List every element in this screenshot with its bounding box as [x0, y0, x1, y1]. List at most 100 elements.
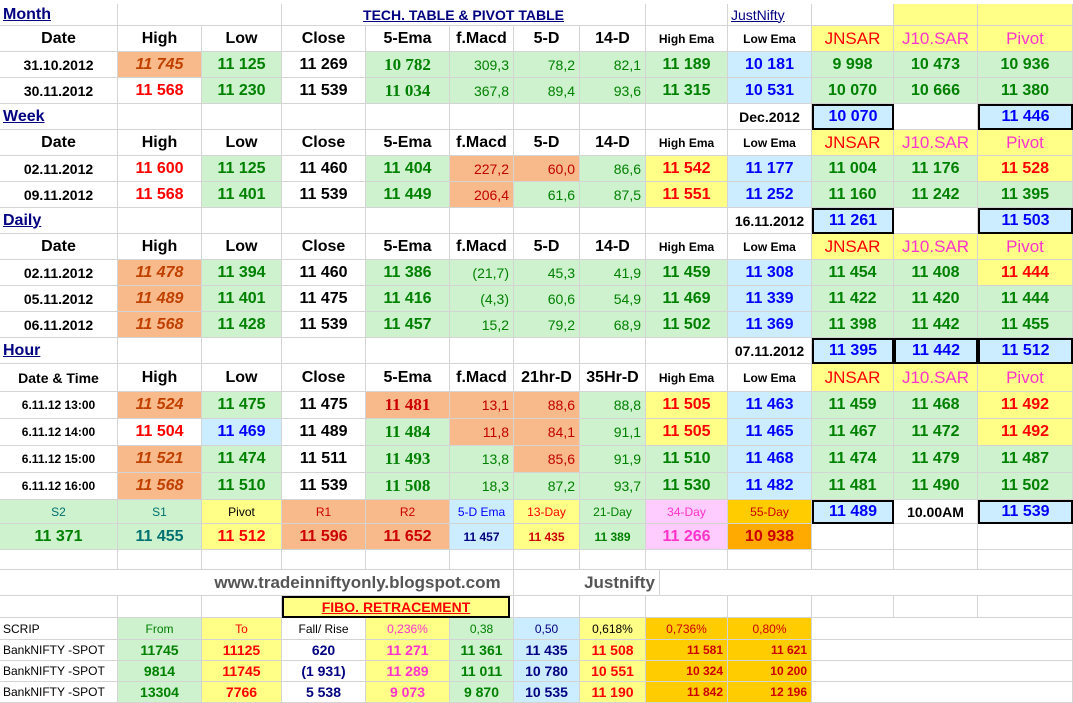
hour-row-1-col-10: 11 467 — [812, 419, 894, 446]
hour-row-0-col-10: 11 459 — [812, 392, 894, 419]
hour-row-2-col-5: 13,8 — [450, 446, 514, 473]
empty — [118, 4, 282, 26]
hour-header-high-ema: High Ema — [646, 364, 728, 392]
fibo-row-2-col-3: 5 538 — [282, 682, 366, 703]
daily-header-low: Low — [202, 234, 282, 260]
week-header-j10-sar: J10.SAR — [894, 130, 978, 156]
fibo-row-2-col-9: 12 196 — [728, 682, 812, 703]
week-row-1-col-4: 11 449 — [366, 182, 450, 208]
week-row-1-col-0: 09.11.2012 — [0, 182, 118, 208]
hour-row-1-col-11: 11 472 — [894, 419, 978, 446]
fibo-row-1-col-6: 10 780 — [514, 661, 580, 682]
week-row-0-col-1: 11 600 — [118, 156, 202, 182]
daily-header-high-ema: High Ema — [646, 234, 728, 260]
hour-row-3-col-10: 11 481 — [812, 473, 894, 500]
hour-header-5-ema: 5-Ema — [366, 364, 450, 392]
month-row-0-col-6: 78,2 — [514, 52, 580, 78]
hour-header-low-ema: Low Ema — [728, 364, 812, 392]
week-header-date: Date — [0, 130, 118, 156]
daily-header-f-macd: f.Macd — [450, 234, 514, 260]
empty — [646, 550, 728, 570]
empty — [978, 524, 1073, 550]
month-header-high: High — [118, 26, 202, 52]
hour-row-3-col-0: 6.11.12 16:00 — [0, 473, 118, 500]
empty — [0, 550, 118, 570]
week-row-1-col-11: 11 242 — [894, 182, 978, 208]
fibo-row-1-col-9: 10 200 — [728, 661, 812, 682]
month-row-1-col-11: 10 666 — [894, 78, 978, 104]
daily-row-0-col-5: (21,7) — [450, 260, 514, 286]
fibo-row-1-col-7: 10 551 — [580, 661, 646, 682]
daily-row-2-col-3: 11 539 — [282, 312, 366, 338]
month-row-0-col-10: 9 998 — [812, 52, 894, 78]
hour-row-3-col-3: 11 539 — [282, 473, 366, 500]
daily-row-2-col-6: 79,2 — [514, 312, 580, 338]
daily-row-0-col-12: 11 444 — [978, 260, 1073, 286]
hour-row-3-col-12: 11 502 — [978, 473, 1073, 500]
level-value-7: 11 389 — [580, 524, 646, 550]
week-header-high: High — [118, 130, 202, 156]
empty — [514, 208, 580, 234]
hour-header-f-macd: f.Macd — [450, 364, 514, 392]
daily-header-5-d: 5-D — [514, 234, 580, 260]
footer-site: www.tradeinniftyonly.blogspot.com — [202, 570, 514, 596]
level-label-9: 55-Day — [728, 500, 812, 524]
hour-row-3-col-5: 18,3 — [450, 473, 514, 500]
week-row-1-col-9: 11 252 — [728, 182, 812, 208]
month-row-1-col-10: 10 070 — [812, 78, 894, 104]
empty — [812, 524, 894, 550]
fibo-row-2-col-5: 9 870 — [450, 682, 514, 703]
daily-row-2-col-1: 11 568 — [118, 312, 202, 338]
brand-link[interactable]: JustNifty — [728, 4, 812, 26]
month-row-1-col-7: 93,6 — [580, 78, 646, 104]
hour-row-2-col-10: 11 474 — [812, 446, 894, 473]
empty — [202, 208, 282, 234]
daily-row-2-col-5: 15,2 — [450, 312, 514, 338]
hour-row-3-col-7: 93,7 — [580, 473, 646, 500]
fibo-row-0-col-7: 11 508 — [580, 640, 646, 661]
empty — [894, 208, 978, 234]
daily-row-2-col-2: 11 428 — [202, 312, 282, 338]
hour-row-0-col-5: 13,1 — [450, 392, 514, 419]
week-header-low-ema: Low Ema — [728, 130, 812, 156]
hour-row-2-col-1: 11 521 — [118, 446, 202, 473]
empty — [202, 596, 282, 618]
empty — [202, 550, 282, 570]
hour-row-0-col-9: 11 463 — [728, 392, 812, 419]
month-row-0-col-11: 10 473 — [894, 52, 978, 78]
week-header-5-d: 5-D — [514, 130, 580, 156]
week-row-0-col-0: 02.11.2012 — [0, 156, 118, 182]
empty — [646, 338, 728, 364]
daily-row-1-col-5: (4,3) — [450, 286, 514, 312]
fibo-row-1-col-2: 11745 — [202, 661, 282, 682]
daily-row-0-col-2: 11 394 — [202, 260, 282, 286]
fibo-header-8: 0,736% — [646, 618, 728, 640]
empty — [0, 596, 118, 618]
month-row-0-col-0: 31.10.2012 — [0, 52, 118, 78]
fibo-header-6: 0,50 — [514, 618, 580, 640]
hour-header-21hr-d: 21hr-D — [514, 364, 580, 392]
level-label-8: 34-Day — [646, 500, 728, 524]
empty — [450, 550, 514, 570]
empty — [812, 596, 894, 618]
level-label-3: R1 — [282, 500, 366, 524]
fibo-row-2-col-4: 9 073 — [366, 682, 450, 703]
daily-row-1-col-11: 11 420 — [894, 286, 978, 312]
fibo-header-2: To — [202, 618, 282, 640]
level-label-0: S2 — [0, 500, 118, 524]
hour-row-0-col-12: 11 492 — [978, 392, 1073, 419]
daily-row-1-col-10: 11 422 — [812, 286, 894, 312]
empty — [366, 550, 450, 570]
empty — [646, 4, 728, 26]
fibo-header-9: 0,80% — [728, 618, 812, 640]
fibo-row-0-col-8: 11 581 — [646, 640, 728, 661]
fibo-row-0-col-5: 11 361 — [450, 640, 514, 661]
hour-header-low: Low — [202, 364, 282, 392]
fibo-header-3: Fall/ Rise — [282, 618, 366, 640]
daily-row-0-col-11: 11 408 — [894, 260, 978, 286]
month-row-1-col-5: 367,8 — [450, 78, 514, 104]
month-row-0-col-8: 11 189 — [646, 52, 728, 78]
week-row-0-col-4: 11 404 — [366, 156, 450, 182]
daily-row-1-col-3: 11 475 — [282, 286, 366, 312]
month-summary-label: Dec.2012 — [728, 104, 812, 130]
